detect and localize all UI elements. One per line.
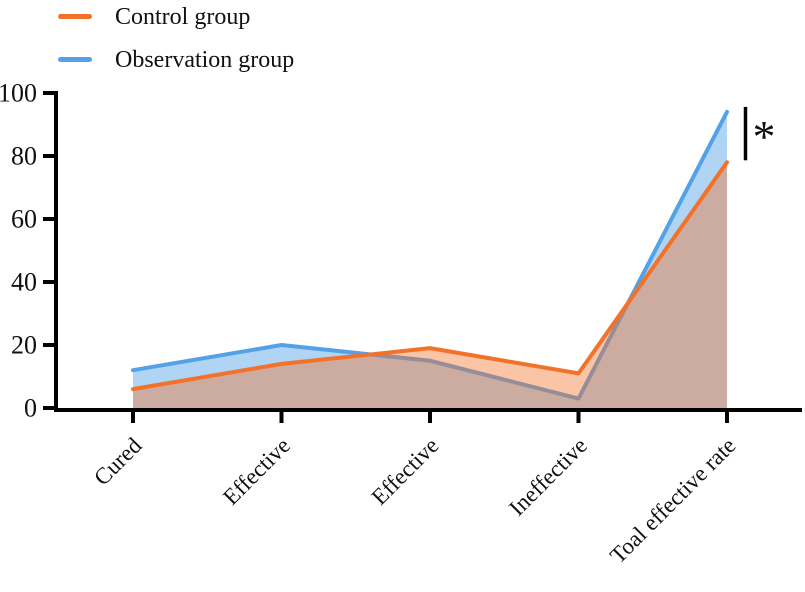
legend: Control group Observation group (58, 2, 294, 88)
x-category-label: Effective (218, 433, 295, 510)
x-category-label: Effective (367, 433, 444, 510)
legend-swatch-control (58, 14, 92, 19)
y-tick-label: 40 (11, 268, 37, 297)
significance-star: * (753, 111, 776, 162)
y-tick-label: 60 (11, 205, 37, 234)
x-category-label: Toal effective rate (605, 433, 740, 568)
x-category-label: Ineffective (504, 433, 592, 521)
legend-swatch-observation (58, 57, 92, 62)
y-tick-label: 80 (11, 142, 37, 171)
legend-item-observation-group: Observation group (58, 45, 294, 74)
line-control (131, 160, 729, 392)
x-category-label: Cured (89, 433, 147, 491)
legend-item-control-group: Control group (58, 2, 294, 31)
legend-label-control: Control group (115, 3, 251, 30)
y-tick-label: 100 (0, 79, 37, 108)
legend-label-observation: Observation group (115, 46, 295, 73)
y-tick-label: 0 (24, 394, 37, 423)
area-control (133, 162, 727, 408)
y-tick-label: 20 (11, 331, 37, 360)
